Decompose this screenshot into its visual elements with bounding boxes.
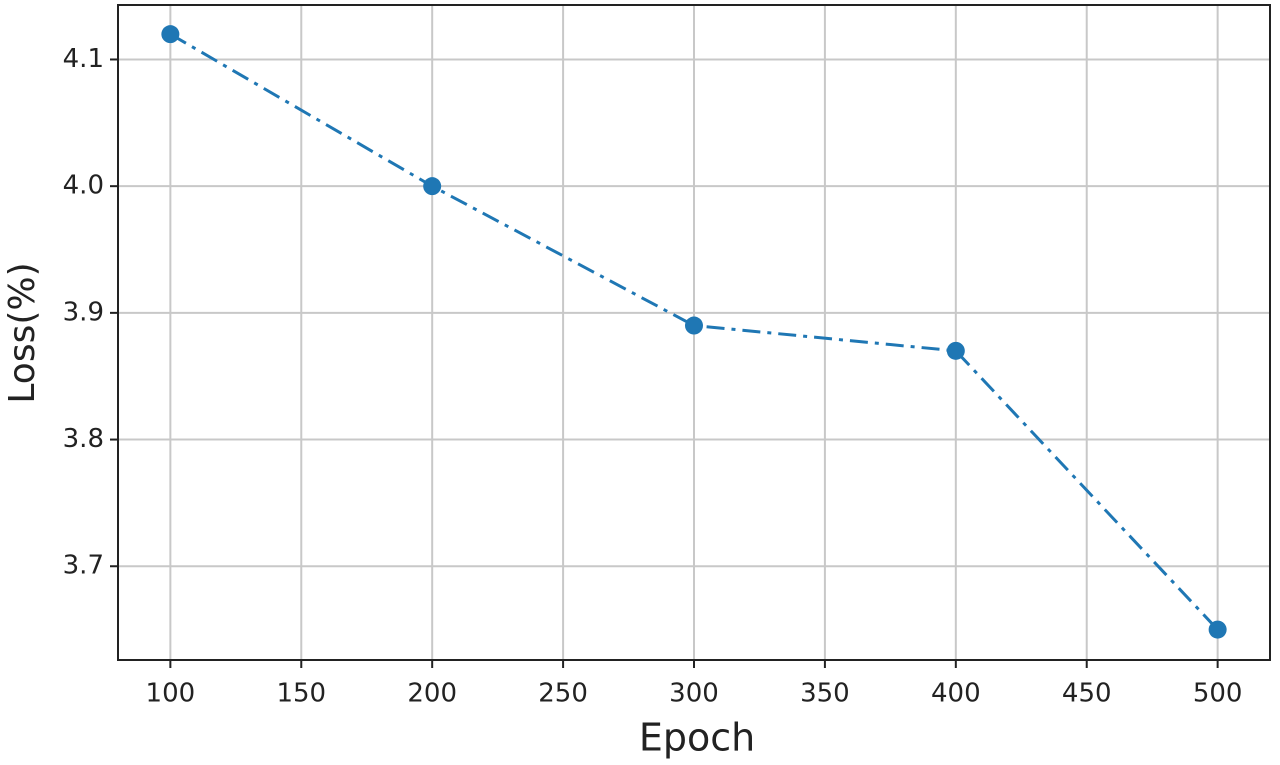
x-axis-label: Epoch bbox=[639, 716, 755, 760]
y-axis-label: Loss(%) bbox=[2, 262, 43, 403]
x-tick-label: 350 bbox=[800, 679, 850, 709]
x-tick-label: 300 bbox=[669, 679, 719, 709]
point bbox=[946, 341, 965, 360]
y-tick-label: 4.1 bbox=[63, 44, 104, 74]
line bbox=[169, 32, 1219, 631]
x-tick-label: 200 bbox=[407, 679, 457, 709]
point bbox=[423, 177, 442, 196]
point bbox=[685, 316, 703, 335]
x-tick-label: 450 bbox=[1062, 679, 1112, 709]
y-tick-label: 3.8 bbox=[63, 424, 104, 454]
point bbox=[1208, 620, 1227, 639]
point bbox=[161, 25, 180, 44]
plot-frame bbox=[117, 4, 1271, 661]
x-tick-label: 400 bbox=[931, 679, 981, 709]
y-tick-label: 3.9 bbox=[63, 297, 104, 327]
x-tick-label: 150 bbox=[276, 679, 326, 709]
x-tick-label: 250 bbox=[538, 679, 588, 709]
y-tick-label: 4.0 bbox=[63, 171, 104, 201]
x-tick-label: 100 bbox=[146, 679, 196, 709]
y-tick-label: 3.7 bbox=[63, 551, 104, 581]
x-tick-label: 500 bbox=[1193, 679, 1243, 709]
